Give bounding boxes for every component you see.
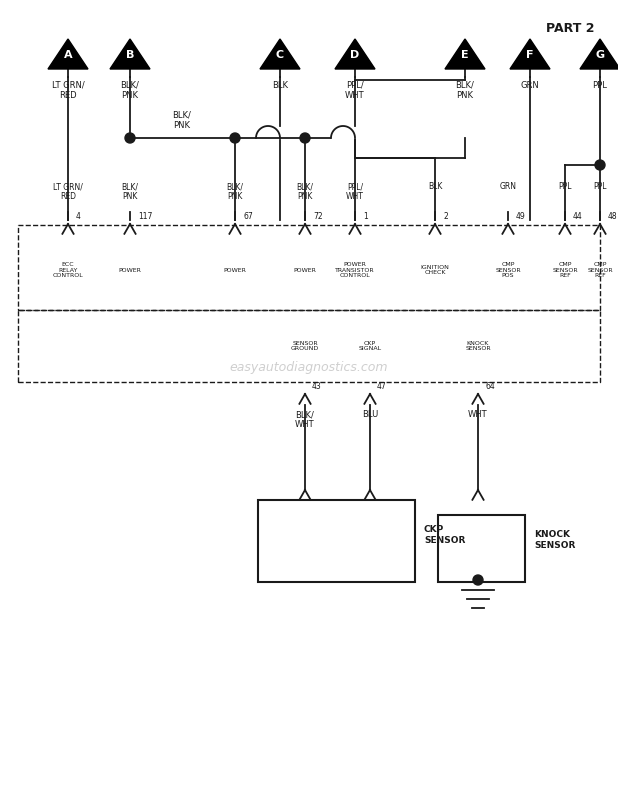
- Bar: [258, 500, 415, 582]
- Text: 72: 72: [313, 212, 323, 221]
- Polygon shape: [260, 39, 300, 69]
- Text: BLK: BLK: [428, 182, 442, 191]
- Text: POWER: POWER: [294, 267, 316, 273]
- Bar: [18, 225, 600, 310]
- Text: 64: 64: [485, 382, 495, 391]
- Bar: [18, 310, 600, 382]
- Text: KNOCK
SENSOR: KNOCK SENSOR: [465, 341, 491, 351]
- Text: BLK/
PNK: BLK/ PNK: [122, 182, 138, 202]
- Text: CKP
SENSOR: CKP SENSOR: [424, 526, 465, 545]
- Text: BLU: BLU: [362, 410, 378, 419]
- Polygon shape: [580, 39, 618, 69]
- Text: 47: 47: [377, 382, 387, 391]
- Text: CKP
SIGNAL: CKP SIGNAL: [358, 341, 381, 351]
- Text: WHT: WHT: [468, 410, 488, 419]
- Text: BLK/
PNK: BLK/ PNK: [121, 81, 140, 100]
- Text: GRN: GRN: [520, 81, 540, 90]
- Circle shape: [300, 133, 310, 143]
- Text: 48: 48: [608, 212, 617, 221]
- Text: G: G: [595, 50, 604, 60]
- Text: PPL: PPL: [593, 81, 607, 90]
- Polygon shape: [48, 39, 88, 69]
- Text: ECC
RELAY
CONTROL: ECC RELAY CONTROL: [53, 262, 83, 278]
- Text: E: E: [461, 50, 469, 60]
- Polygon shape: [110, 39, 150, 69]
- Text: BLK/
PNK: BLK/ PNK: [227, 182, 243, 202]
- Text: PPL/
WHT: PPL/ WHT: [345, 81, 365, 100]
- Text: A: A: [64, 50, 72, 60]
- Text: CMP
SENSOR
REF: CMP SENSOR REF: [587, 262, 613, 278]
- Polygon shape: [510, 39, 550, 69]
- Text: 2: 2: [443, 212, 448, 221]
- Text: LT GRN/
RED: LT GRN/ RED: [53, 182, 83, 202]
- Text: BLK/
PNK: BLK/ PNK: [172, 110, 192, 130]
- Circle shape: [595, 160, 605, 170]
- Bar: [438, 515, 525, 582]
- Text: KNOCK
SENSOR: KNOCK SENSOR: [534, 530, 575, 550]
- Text: POWER
TRANSISTOR
CONTROL: POWER TRANSISTOR CONTROL: [335, 262, 375, 278]
- Text: 43: 43: [312, 382, 322, 391]
- Polygon shape: [335, 39, 375, 69]
- Text: BLK/
PNK: BLK/ PNK: [455, 81, 475, 100]
- Text: easyautodiagnostics.com: easyautodiagnostics.com: [230, 362, 388, 374]
- Text: PPL/
WHT: PPL/ WHT: [346, 182, 364, 202]
- Text: POWER: POWER: [119, 267, 142, 273]
- Text: LT GRN/
RED: LT GRN/ RED: [52, 81, 85, 100]
- Text: 44: 44: [573, 212, 583, 221]
- Text: BLK: BLK: [272, 81, 288, 90]
- Text: BLK/
WHT: BLK/ WHT: [295, 410, 315, 430]
- Text: C: C: [276, 50, 284, 60]
- Text: CMP
SENSOR
REF: CMP SENSOR REF: [552, 262, 578, 278]
- Text: PPL: PPL: [558, 182, 572, 191]
- Circle shape: [125, 133, 135, 143]
- Text: D: D: [350, 50, 360, 60]
- Text: 4: 4: [76, 212, 81, 221]
- Text: POWER: POWER: [224, 267, 247, 273]
- Text: B: B: [126, 50, 134, 60]
- Text: F: F: [527, 50, 534, 60]
- Text: SENSOR
GROUND: SENSOR GROUND: [291, 341, 319, 351]
- Circle shape: [230, 133, 240, 143]
- Text: PART 2: PART 2: [546, 22, 595, 35]
- Text: IGNITION
CHECK: IGNITION CHECK: [421, 265, 449, 275]
- Polygon shape: [445, 39, 485, 69]
- Text: 49: 49: [516, 212, 526, 221]
- Text: BLK/
PNK: BLK/ PNK: [297, 182, 313, 202]
- Text: 1: 1: [363, 212, 368, 221]
- Text: PPL: PPL: [593, 182, 607, 191]
- Circle shape: [473, 575, 483, 585]
- Text: CMP
SENSOR
POS: CMP SENSOR POS: [495, 262, 521, 278]
- Text: 67: 67: [243, 212, 253, 221]
- Text: 117: 117: [138, 212, 153, 221]
- Text: GRN: GRN: [499, 182, 517, 191]
